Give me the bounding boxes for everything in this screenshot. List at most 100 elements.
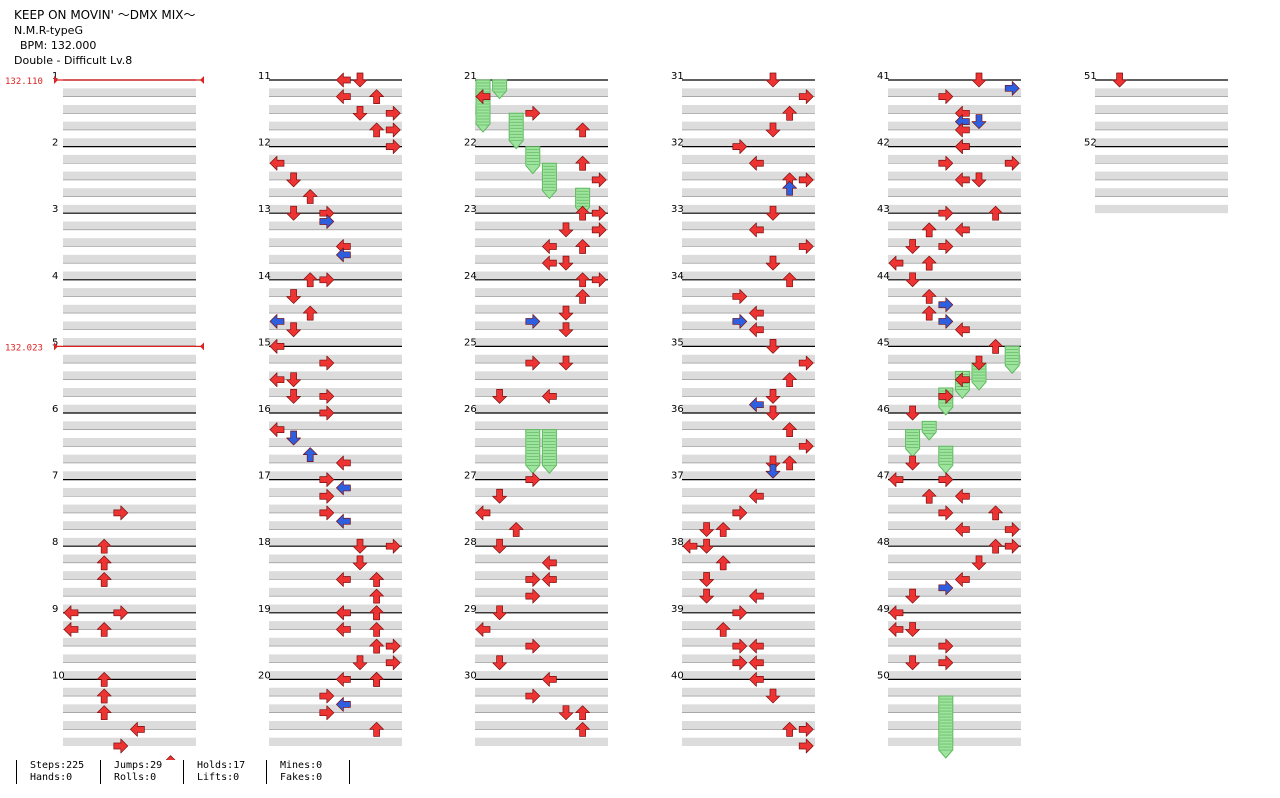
- down-arrow-icon: [765, 72, 781, 88]
- arrow-shape: [715, 555, 731, 571]
- beat-band: [682, 188, 815, 197]
- arrow-shape: [558, 705, 574, 721]
- arrow-shape: [905, 455, 920, 471]
- arrow-shape: [130, 721, 145, 737]
- right-arrow-icon: [525, 688, 541, 704]
- down-arrow-icon: [352, 555, 368, 571]
- hold-body: [905, 429, 921, 458]
- beat-band: [888, 454, 1021, 463]
- left-arrow-icon: [63, 622, 79, 637]
- beat-band: [475, 554, 608, 563]
- right-arrow-icon: [591, 172, 607, 188]
- arrow-shape: [369, 572, 384, 587]
- beat-band: [63, 321, 196, 330]
- beat-band: [269, 654, 402, 663]
- up-arrow-icon: [302, 272, 318, 288]
- arrow-shape: [269, 422, 285, 437]
- beat-band: [888, 271, 1021, 280]
- arrow-shape: [336, 513, 351, 529]
- arrow-shape: [1004, 155, 1020, 171]
- arrow-shape: [765, 339, 781, 354]
- arrow-shape: [798, 355, 814, 371]
- down-arrow-icon: [286, 289, 301, 304]
- arrow-shape: [96, 688, 112, 704]
- left-arrow-icon: [955, 172, 970, 188]
- hold-body: [938, 445, 954, 475]
- up-arrow-icon: [369, 672, 384, 687]
- beat-band: [475, 138, 608, 147]
- arrow-shape: [96, 538, 112, 554]
- beat-band: [682, 204, 815, 214]
- up-arrow-icon: [96, 555, 112, 571]
- arrow-shape: [302, 189, 318, 204]
- up-arrow-icon: [988, 205, 1003, 221]
- beat-band: [269, 454, 402, 463]
- arrow-shape: [971, 355, 987, 371]
- beat-band: [63, 221, 196, 230]
- measure-number: 21: [464, 71, 477, 82]
- arrow-shape: [352, 655, 368, 671]
- arrow-shape: [96, 572, 112, 587]
- up-arrow-icon: [575, 272, 590, 288]
- left-arrow-icon: [269, 372, 285, 388]
- arrow-shape: [955, 322, 970, 338]
- right-arrow-icon: [1004, 538, 1020, 554]
- beat-band: [682, 737, 815, 746]
- up-arrow-icon: [782, 105, 797, 121]
- arrow-shape: [765, 255, 781, 271]
- measure-number: 51: [1084, 71, 1097, 82]
- arrow-shape: [765, 205, 781, 221]
- beat-band: [682, 271, 815, 280]
- beat-band: [888, 388, 1021, 397]
- arrow-shape: [525, 638, 541, 654]
- up-arrow-icon: [369, 605, 384, 621]
- beat-band: [475, 221, 608, 230]
- right-arrow-icon: [798, 172, 814, 188]
- arrow-shape: [765, 405, 781, 421]
- beat-band: [63, 671, 196, 680]
- up-arrow-icon: [96, 672, 112, 687]
- right-arrow-icon: [525, 638, 541, 654]
- arrow-shape: [575, 239, 590, 254]
- beat-band: [682, 621, 815, 630]
- beat-band: [1095, 204, 1228, 214]
- measure-number: 24: [464, 271, 477, 282]
- hold-note: [1004, 345, 1020, 375]
- arrow-shape: [798, 172, 814, 188]
- arrow-shape: [525, 472, 541, 487]
- stat-fakes: Fakes:0: [280, 772, 323, 783]
- arrow-shape: [591, 222, 607, 238]
- beat-band: [1095, 171, 1228, 180]
- down-arrow-icon: [558, 355, 574, 371]
- right-arrow-icon: [591, 205, 607, 221]
- song-title: KEEP ON MOVIN' ～DMX MIX～: [14, 8, 196, 22]
- right-arrow-icon: [938, 239, 954, 254]
- beat-band: [888, 571, 1021, 580]
- beat-band: [888, 204, 1021, 214]
- down-arrow-icon: [765, 389, 781, 404]
- beat-band: [269, 104, 402, 114]
- beat-band: [682, 388, 815, 397]
- beat-band: [888, 704, 1021, 713]
- beat-band: [63, 288, 196, 297]
- difficulty-label: Double - Difficult Lv.8: [14, 54, 133, 67]
- left-arrow-icon: [336, 239, 351, 254]
- hold-body: [525, 146, 541, 175]
- beat-band: [682, 671, 815, 680]
- down-arrow-icon: [765, 463, 781, 479]
- arrow-shape: [782, 272, 797, 288]
- right-arrow-icon: [938, 314, 954, 329]
- arrow-shape: [938, 389, 954, 404]
- down-arrow-icon: [905, 239, 920, 254]
- arrow-shape: [385, 122, 401, 138]
- arrow-shape: [1112, 72, 1127, 88]
- arrow-shape: [575, 272, 590, 288]
- right-arrow-icon: [938, 205, 954, 221]
- arrow-shape: [96, 705, 112, 721]
- beat-band: [63, 537, 196, 547]
- right-arrow-icon: [319, 505, 335, 521]
- left-arrow-icon: [336, 697, 351, 712]
- right-arrow-icon: [591, 222, 607, 238]
- beat-band: [475, 304, 608, 314]
- beat-band: [269, 504, 402, 513]
